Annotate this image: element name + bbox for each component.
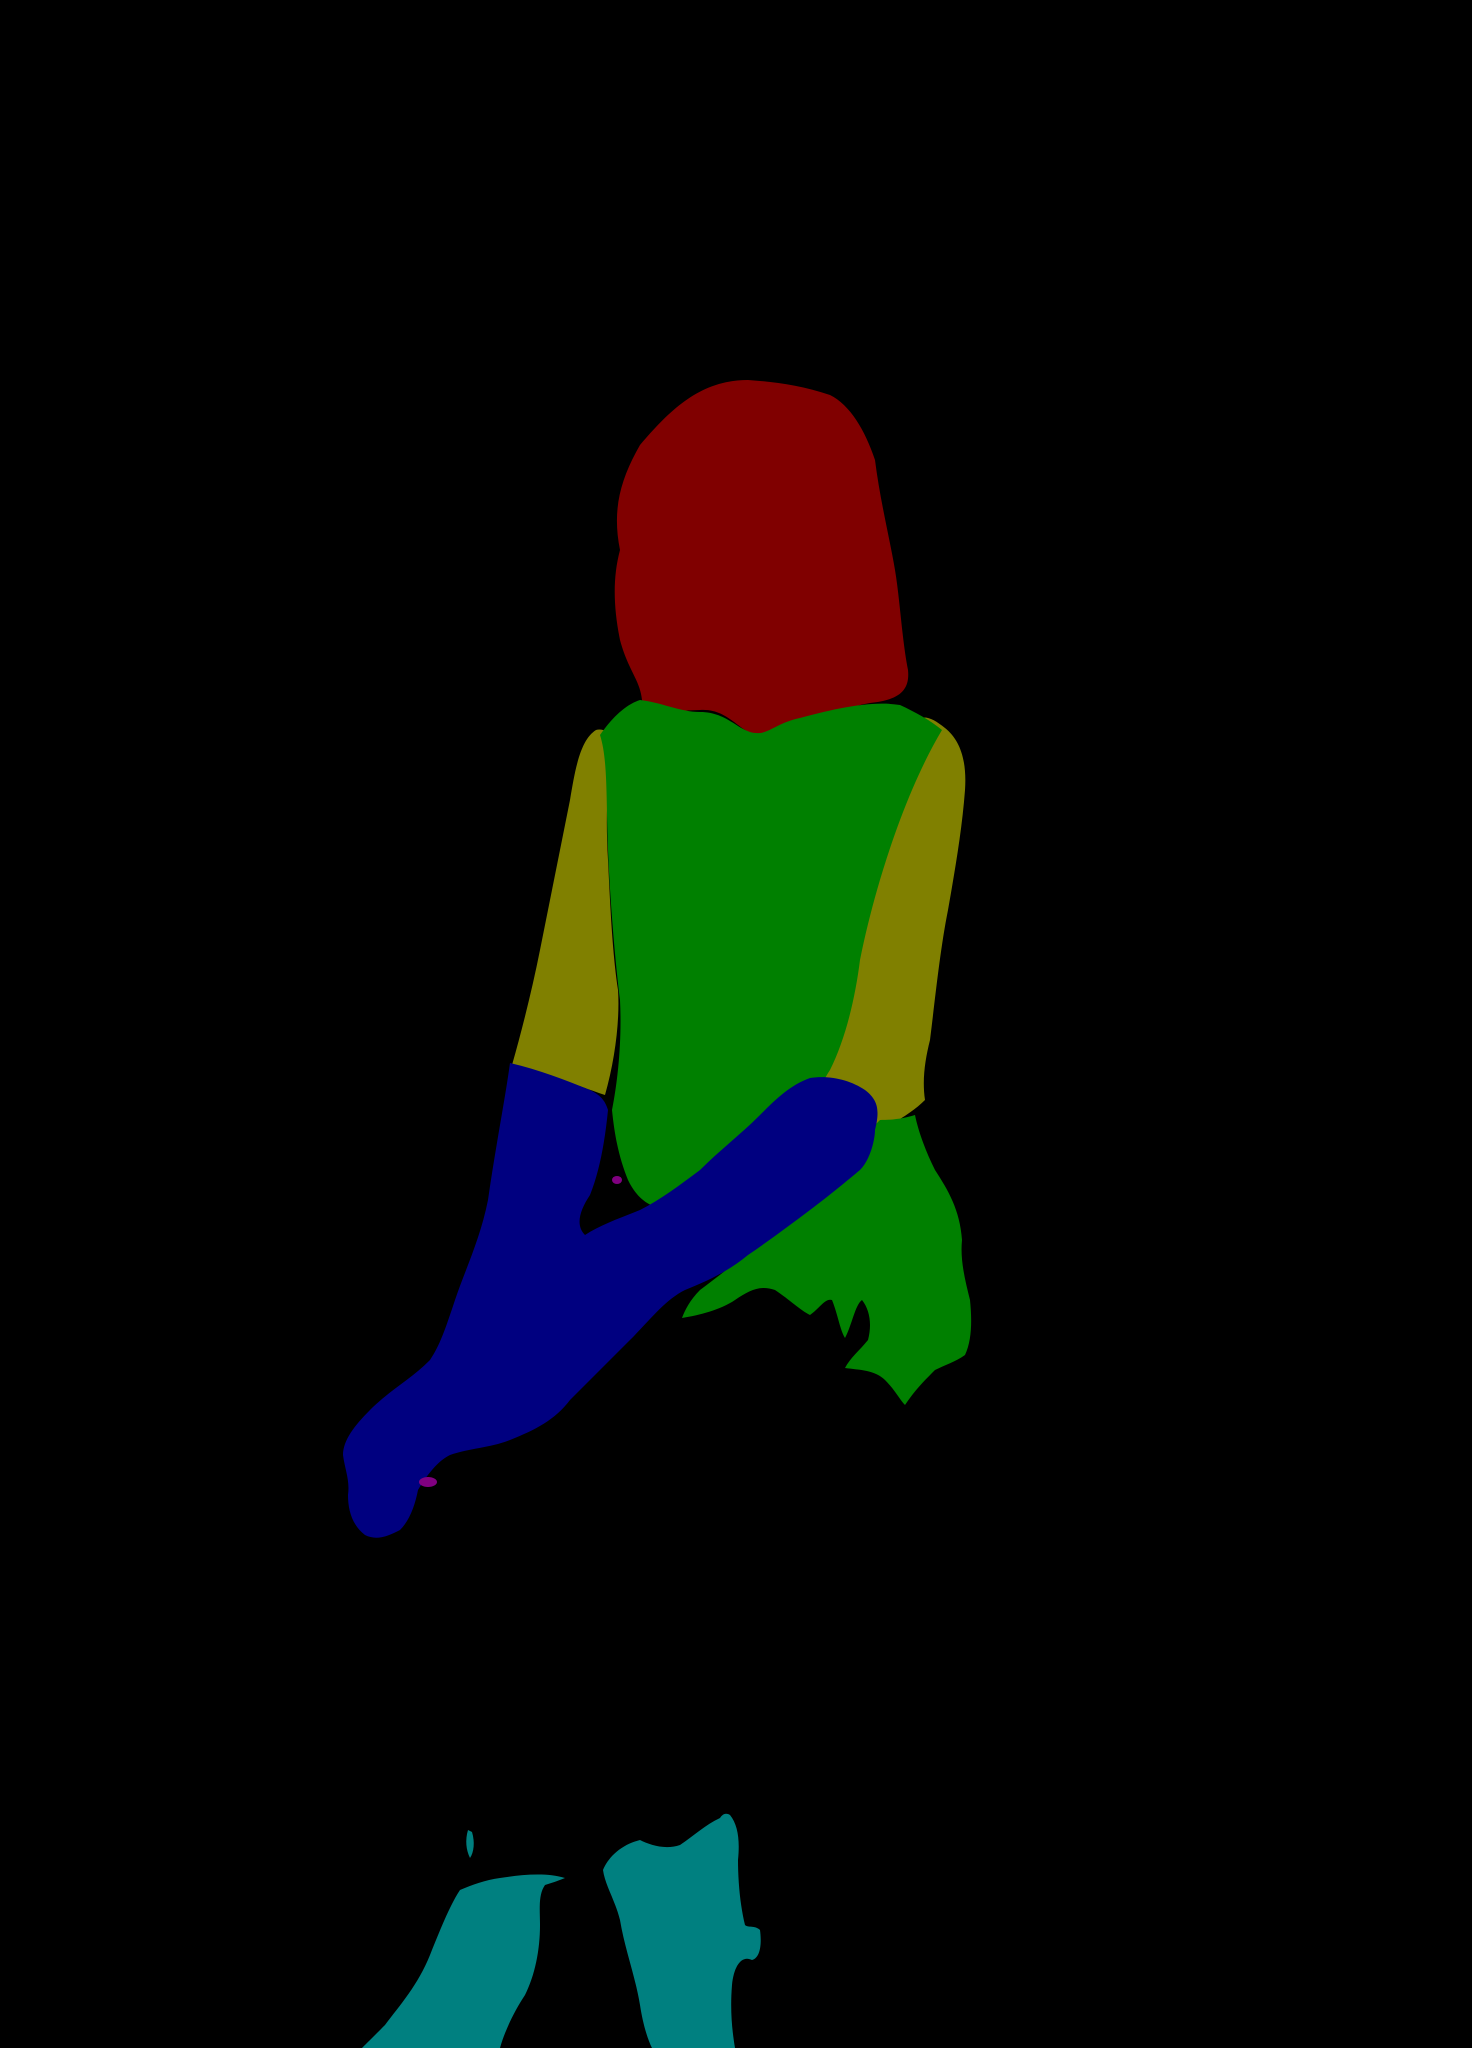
hair-segment bbox=[614, 380, 909, 735]
sleeve-segment bbox=[343, 1063, 878, 1538]
torso-segment bbox=[600, 700, 942, 1209]
left-leg-segment bbox=[362, 1874, 565, 2048]
accessory-spot-lower bbox=[419, 1477, 437, 1487]
leg-fragment bbox=[466, 1830, 474, 1858]
right-leg-segment bbox=[603, 1813, 761, 2048]
skirt-segment bbox=[682, 1115, 972, 1405]
accessory-spot-upper bbox=[612, 1176, 622, 1184]
left-arm-segment bbox=[512, 729, 619, 1095]
